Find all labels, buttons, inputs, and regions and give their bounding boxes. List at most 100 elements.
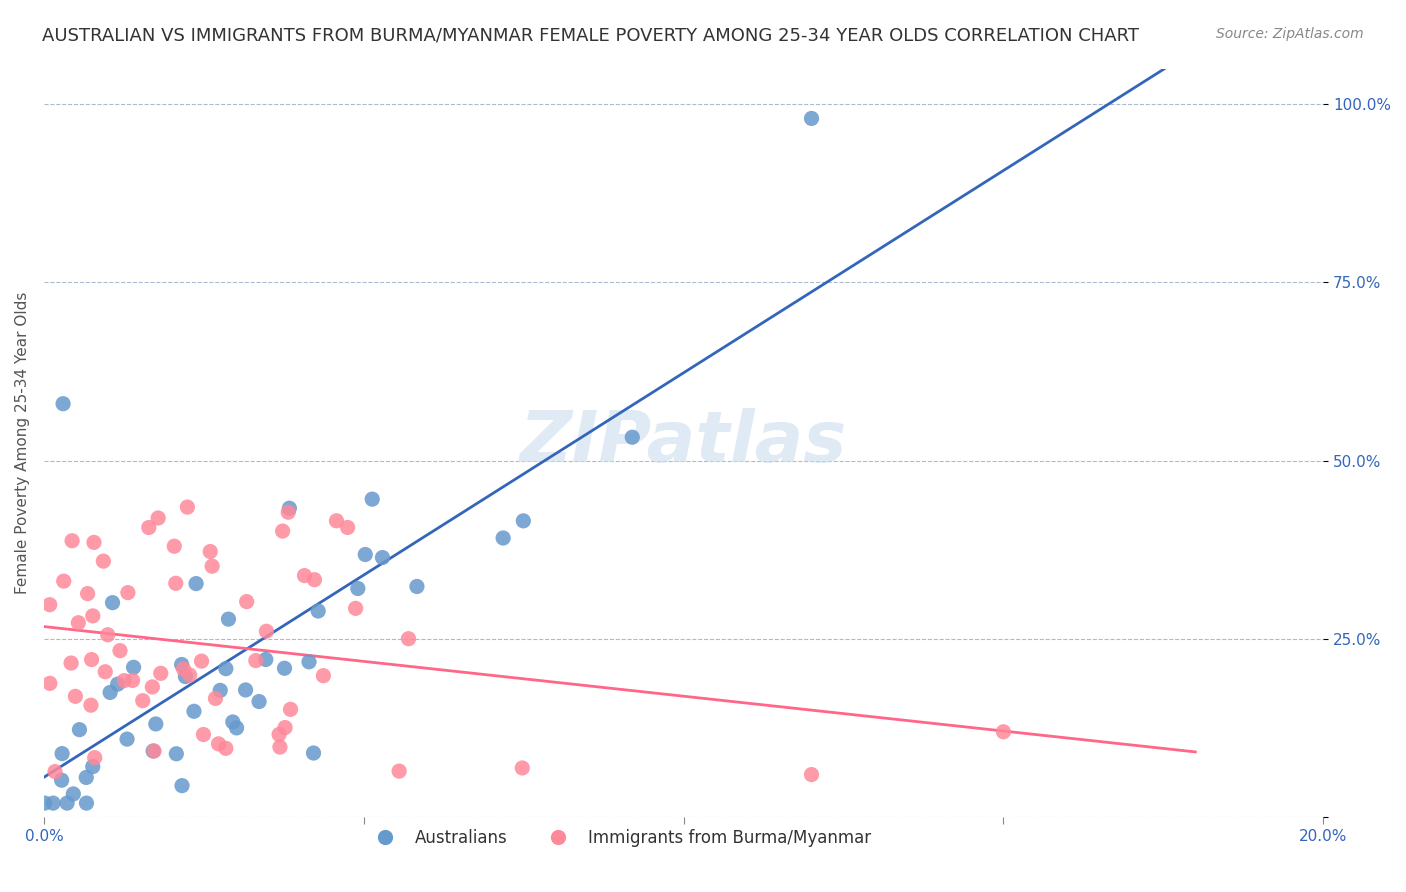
Point bbox=[278, 501, 301, 516]
Point bbox=[371, 550, 394, 565]
Point bbox=[69, 723, 91, 737]
Point bbox=[60, 533, 83, 548]
Point bbox=[83, 535, 105, 549]
Point bbox=[165, 576, 187, 591]
Point bbox=[492, 531, 515, 545]
Point bbox=[336, 520, 359, 534]
Point bbox=[245, 654, 267, 668]
Point bbox=[80, 652, 103, 666]
Point bbox=[75, 796, 97, 810]
Point bbox=[148, 511, 170, 525]
Point bbox=[67, 615, 90, 630]
Point bbox=[172, 662, 194, 676]
Point bbox=[170, 657, 193, 672]
Point bbox=[406, 579, 429, 593]
Point bbox=[388, 764, 411, 778]
Point bbox=[183, 704, 205, 718]
Point bbox=[274, 721, 297, 735]
Point bbox=[312, 669, 335, 683]
Point bbox=[510, 761, 533, 775]
Point bbox=[82, 759, 104, 773]
Point bbox=[121, 673, 143, 688]
Point bbox=[512, 514, 534, 528]
Point bbox=[75, 771, 97, 785]
Point bbox=[117, 585, 139, 599]
Point bbox=[277, 505, 299, 519]
Point bbox=[149, 666, 172, 681]
Point bbox=[51, 747, 73, 761]
Point bbox=[65, 690, 87, 704]
Point bbox=[101, 596, 124, 610]
Point bbox=[107, 677, 129, 691]
Point bbox=[273, 661, 295, 675]
Text: ZIPatlas: ZIPatlas bbox=[520, 409, 848, 477]
Point bbox=[60, 656, 83, 670]
Y-axis label: Female Poverty Among 25-34 Year Olds: Female Poverty Among 25-34 Year Olds bbox=[15, 292, 30, 594]
Point bbox=[141, 680, 163, 694]
Point bbox=[204, 691, 226, 706]
Text: Source: ZipAtlas.com: Source: ZipAtlas.com bbox=[1216, 27, 1364, 41]
Point bbox=[143, 744, 166, 758]
Point bbox=[176, 500, 198, 514]
Point bbox=[235, 682, 257, 697]
Point bbox=[209, 683, 232, 698]
Point bbox=[51, 773, 73, 788]
Point bbox=[217, 612, 239, 626]
Point bbox=[201, 559, 224, 574]
Point bbox=[269, 740, 291, 755]
Point bbox=[44, 764, 66, 779]
Point bbox=[76, 586, 98, 600]
Point bbox=[354, 548, 377, 562]
Point bbox=[190, 654, 212, 668]
Point bbox=[165, 747, 187, 761]
Point bbox=[138, 520, 160, 534]
Point bbox=[298, 655, 321, 669]
Point bbox=[38, 676, 60, 690]
Point bbox=[115, 732, 138, 747]
Point bbox=[56, 796, 79, 810]
Point bbox=[254, 624, 277, 639]
Point bbox=[34, 796, 56, 810]
Point bbox=[179, 668, 201, 682]
Point bbox=[294, 568, 316, 582]
Point bbox=[302, 746, 325, 760]
Point bbox=[83, 750, 105, 764]
Point bbox=[38, 598, 60, 612]
Point bbox=[800, 112, 823, 126]
Point bbox=[52, 574, 75, 588]
Point bbox=[344, 601, 367, 615]
Legend: Australians, Immigrants from Burma/Myanmar: Australians, Immigrants from Burma/Myanm… bbox=[361, 822, 877, 854]
Point bbox=[174, 669, 197, 683]
Point bbox=[82, 608, 104, 623]
Point bbox=[993, 724, 1015, 739]
Point bbox=[222, 714, 245, 729]
Point bbox=[145, 717, 167, 731]
Point bbox=[247, 695, 270, 709]
Point bbox=[80, 698, 103, 713]
Point bbox=[112, 673, 135, 688]
Point bbox=[215, 662, 238, 676]
Point bbox=[52, 397, 75, 411]
Point bbox=[62, 787, 84, 801]
Point bbox=[142, 744, 165, 758]
Point bbox=[800, 767, 823, 781]
Point bbox=[200, 544, 222, 558]
Point bbox=[215, 741, 238, 756]
Point bbox=[122, 660, 145, 674]
Point bbox=[280, 702, 302, 716]
Point bbox=[269, 727, 291, 741]
Point bbox=[163, 539, 186, 553]
Point bbox=[347, 582, 370, 596]
Point bbox=[398, 632, 420, 646]
Point bbox=[235, 594, 257, 608]
Point bbox=[97, 628, 120, 642]
Point bbox=[170, 779, 193, 793]
Point bbox=[193, 727, 215, 741]
Point bbox=[307, 604, 329, 618]
Point bbox=[271, 524, 294, 538]
Point bbox=[98, 685, 121, 699]
Point bbox=[325, 514, 347, 528]
Point bbox=[42, 796, 65, 810]
Point bbox=[207, 737, 229, 751]
Point bbox=[184, 576, 207, 591]
